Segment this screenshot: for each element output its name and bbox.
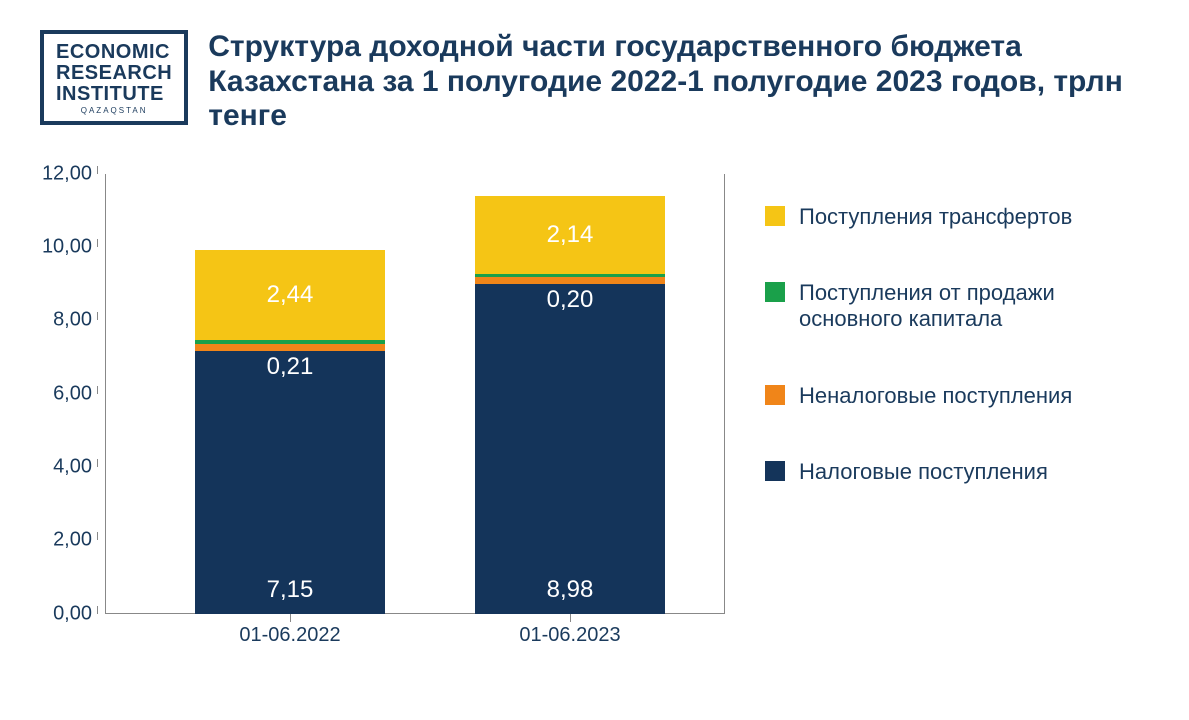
bar-value-label: 2,14	[547, 221, 594, 249]
y-axis: 0,002,004,006,008,0010,0012,00	[40, 174, 100, 614]
bar-value-label: 2,44	[267, 281, 314, 309]
legend-label: Неналоговые поступления	[799, 383, 1072, 409]
bar-segment-capital: 0,07	[475, 274, 665, 277]
legend-item-transfers: Поступления трансфертов	[765, 204, 1085, 230]
x-axis-label: 01-06.2022	[239, 624, 340, 647]
bar-segment-nontax: 0,21	[195, 344, 385, 352]
legend-swatch	[765, 385, 785, 405]
y-tick-label: 4,00	[53, 455, 92, 478]
y-tick-label: 2,00	[53, 529, 92, 552]
y-tick-mark	[97, 606, 98, 614]
legend-label: Налоговые поступления	[799, 459, 1048, 485]
y-tick-label: 0,00	[53, 602, 92, 625]
y-tick-mark	[97, 459, 98, 467]
bar-segment-transfers: 2,14	[475, 196, 665, 274]
y-tick-label: 12,00	[42, 162, 92, 185]
legend-swatch	[765, 461, 785, 481]
legend-label: Поступления от продажи основного капитал…	[799, 280, 1085, 333]
axis-right	[724, 174, 725, 614]
axis-left	[105, 174, 106, 614]
bar: 7,150,210,112,44	[195, 250, 385, 613]
legend-swatch	[765, 206, 785, 226]
y-tick-mark	[97, 386, 98, 394]
stacked-bar-chart: 0,002,004,006,008,0010,0012,00 7,150,210…	[40, 174, 725, 614]
logo-line1: ECONOMIC	[56, 42, 172, 63]
header: ECONOMIC RESEARCH INSTITUTE QAZAQSTAN Ст…	[0, 0, 1189, 144]
legend-label: Поступления трансфертов	[799, 204, 1072, 230]
x-tick-mark	[570, 614, 571, 622]
bar-segment-tax: 7,15	[195, 351, 385, 613]
y-tick-mark	[97, 532, 98, 540]
y-tick-mark	[97, 239, 98, 247]
logo-line2: RESEARCH	[56, 63, 172, 84]
legend-item-capital: Поступления от продажи основного капитал…	[765, 280, 1085, 333]
bar-segment-tax: 8,98	[475, 284, 665, 613]
bar: 8,980,200,072,14	[475, 196, 665, 614]
chart-title: Структура доходной части государственног…	[208, 30, 1128, 134]
bar-segment-nontax: 0,20	[475, 277, 665, 284]
y-tick-label: 6,00	[53, 382, 92, 405]
y-tick-mark	[97, 312, 98, 320]
y-tick-label: 8,00	[53, 309, 92, 332]
x-axis-label: 01-06.2023	[519, 624, 620, 647]
plot-area: 7,150,210,112,4401-06.20228,980,200,072,…	[105, 174, 725, 614]
legend: Поступления трансфертов Поступления от пр…	[765, 204, 1085, 614]
y-tick-label: 10,00	[42, 235, 92, 258]
legend-swatch	[765, 282, 785, 302]
bar-value-label: 7,15	[267, 576, 314, 604]
legend-item-nontax: Неналоговые поступления	[765, 383, 1085, 409]
logo: ECONOMIC RESEARCH INSTITUTE QAZAQSTAN	[40, 30, 188, 125]
bar-value-label: 0,21	[267, 353, 314, 381]
bar-value-label: 8,98	[547, 576, 594, 604]
bar-value-label: 0,20	[547, 286, 594, 314]
logo-sub: QAZAQSTAN	[56, 107, 172, 115]
bar-segment-transfers: 2,44	[195, 250, 385, 339]
x-tick-mark	[290, 614, 291, 622]
y-tick-mark	[97, 166, 98, 174]
chart-area: 0,002,004,006,008,0010,0012,00 7,150,210…	[0, 144, 1189, 614]
legend-item-tax: Налоговые поступления	[765, 459, 1085, 485]
bar-segment-capital: 0,11	[195, 340, 385, 344]
logo-line3: INSTITUTE	[56, 84, 172, 105]
